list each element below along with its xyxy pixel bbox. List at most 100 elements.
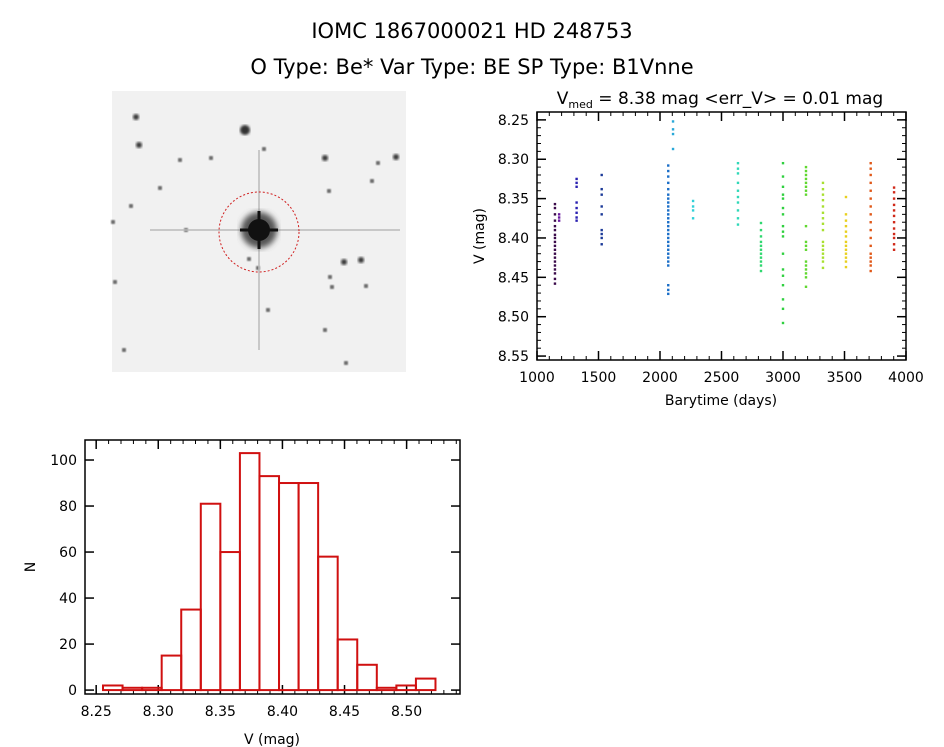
lc-data-point	[600, 213, 603, 216]
lc-data-point	[736, 181, 740, 185]
lc-x-tick-label: 1500	[581, 370, 617, 386]
lc-data-point	[869, 264, 872, 267]
hist-y-tick-label: 20	[59, 637, 77, 653]
lc-data-point	[736, 189, 740, 192]
lc-data-point	[804, 268, 808, 271]
star	[133, 114, 139, 120]
lc-data-point	[667, 260, 670, 263]
star-field-image	[111, 91, 406, 372]
lc-data-point	[781, 284, 785, 287]
lc-data-point	[553, 236, 557, 240]
lc-data-point	[844, 195, 848, 199]
star	[136, 142, 142, 148]
lc-data-point	[821, 260, 825, 263]
lc-data-point	[821, 248, 825, 251]
lc-data-point	[869, 228, 872, 232]
lc-data-point	[781, 206, 785, 210]
lc-data-point	[667, 164, 670, 167]
lc-data-point	[892, 236, 896, 240]
lc-data-point	[821, 211, 825, 214]
lc-data-point	[736, 172, 740, 175]
lc-data-point	[736, 209, 740, 212]
lc-data-point	[553, 219, 557, 222]
lc-data-point	[600, 228, 603, 232]
lc-data-point	[667, 209, 670, 212]
lc-data-point	[821, 222, 825, 225]
hist-y-tick-label: 40	[59, 591, 77, 607]
lc-data-point	[600, 243, 603, 246]
lc-data-point	[869, 205, 872, 208]
lc-data-point	[600, 205, 603, 208]
star	[393, 154, 399, 160]
lc-data-point	[869, 161, 872, 165]
hist-x-tick-label: 8.25	[81, 704, 112, 720]
hist-bar	[199, 502, 222, 692]
lc-data-point	[821, 193, 825, 196]
lc-data-point	[667, 284, 670, 287]
hist-x-tick-label: 8.40	[267, 704, 298, 720]
star	[323, 328, 327, 332]
lc-data-point	[759, 248, 763, 251]
lc-title: Vmed = 8.38 mag <err_V> = 0.01 mag	[557, 89, 883, 111]
lc-data-point	[844, 240, 848, 244]
lc-y-tick-label: 8.35	[498, 192, 529, 208]
lc-data-point	[892, 191, 896, 194]
lc-data-point	[844, 230, 848, 233]
lc-data-point	[667, 187, 670, 191]
lc-data-point	[781, 224, 785, 228]
lc-data-point	[759, 221, 763, 225]
hist-bar	[414, 677, 437, 692]
lc-data-point	[869, 260, 872, 263]
lc-data-point	[553, 228, 557, 232]
lc-x-tick-label: 4000	[888, 370, 924, 386]
star	[322, 155, 328, 161]
hist-bar	[258, 475, 281, 692]
lc-data-point	[844, 265, 848, 269]
lc-data-point	[759, 264, 763, 267]
star	[209, 156, 213, 160]
lc-data-point	[575, 211, 578, 214]
lc-data-point	[781, 161, 785, 165]
lc-data-point	[821, 181, 825, 185]
lc-data-point	[575, 181, 578, 185]
hist-bar	[375, 686, 398, 692]
lc-data-point	[844, 252, 848, 255]
lc-data-point	[667, 232, 670, 236]
lc-data-point	[781, 193, 785, 196]
lc-data-point	[781, 230, 785, 233]
lc-data-point	[821, 187, 825, 191]
lc-data-point	[691, 217, 695, 220]
hist-y-tick-label: 0	[68, 683, 77, 699]
lc-data-point	[667, 244, 670, 248]
lc-data-point	[844, 248, 848, 251]
lc-data-point	[557, 219, 561, 222]
star	[247, 257, 251, 261]
lc-data-point	[600, 173, 603, 177]
hist-x-tick-label: 8.30	[143, 704, 174, 720]
lc-y-axis-label: V (mag)	[472, 208, 488, 264]
lc-data-point	[892, 248, 896, 251]
lc-data-point	[844, 213, 848, 216]
lc-data-point	[575, 177, 578, 181]
lc-data-point	[553, 206, 557, 210]
lc-x-tick-label: 3500	[827, 370, 863, 386]
lc-data-point	[869, 181, 872, 185]
lc-data-point	[671, 128, 675, 131]
lc-data-point	[781, 298, 785, 301]
lc-data-point	[667, 193, 670, 196]
lc-data-point	[804, 285, 808, 288]
lc-data-point	[892, 203, 896, 207]
lc-data-point	[821, 266, 825, 270]
lc-data-point	[781, 274, 785, 277]
lc-data-point	[553, 233, 557, 237]
lc-data-point	[553, 260, 557, 263]
lc-data-point	[736, 201, 740, 204]
hist-x-tick-label: 8.50	[391, 704, 422, 720]
lc-data-point	[869, 252, 872, 255]
lc-data-point	[821, 240, 825, 244]
lc-data-point	[892, 232, 896, 236]
lc-data-point	[736, 217, 740, 220]
hist-bar	[219, 551, 241, 692]
lc-data-point	[575, 206, 578, 210]
